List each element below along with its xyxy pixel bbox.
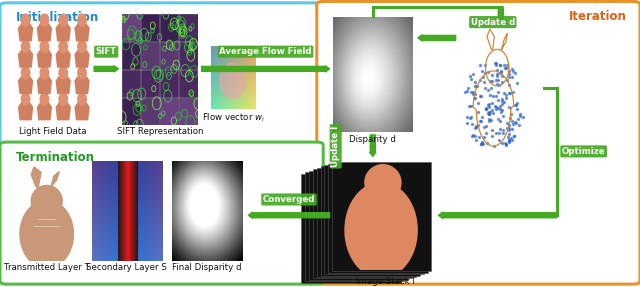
FancyBboxPatch shape	[0, 142, 323, 284]
FancyArrowPatch shape	[438, 212, 557, 218]
Text: Image Stack I: Image Stack I	[356, 277, 415, 286]
Bar	[317, 168, 416, 277]
FancyBboxPatch shape	[317, 1, 640, 284]
Text: Average Flow Field: Average Flow Field	[220, 47, 312, 56]
Bar	[305, 172, 404, 281]
Text: Update d: Update d	[470, 18, 515, 27]
FancyArrowPatch shape	[202, 66, 330, 72]
FancyArrowPatch shape	[418, 35, 456, 41]
Bar	[328, 164, 428, 273]
Bar	[321, 166, 420, 276]
FancyArrowPatch shape	[94, 66, 118, 72]
Text: Light Field Data: Light Field Data	[19, 127, 86, 136]
Text: Update I: Update I	[331, 126, 340, 167]
Text: Final Disparity d: Final Disparity d	[172, 263, 241, 272]
Bar	[324, 165, 424, 274]
Text: Converged: Converged	[263, 195, 315, 204]
Text: Secondary Layer S: Secondary Layer S	[86, 263, 167, 272]
Text: SIFT Representation: SIFT Representation	[116, 127, 204, 136]
Bar	[332, 162, 431, 271]
FancyArrowPatch shape	[498, 7, 504, 24]
Text: SIFT: SIFT	[95, 47, 117, 56]
Text: Flow vector $w_i$: Flow vector $w_i$	[202, 111, 265, 124]
Text: Iteration: Iteration	[570, 10, 627, 23]
FancyBboxPatch shape	[0, 3, 323, 145]
Bar	[309, 171, 408, 280]
FancyArrowPatch shape	[370, 135, 376, 156]
Bar	[313, 169, 412, 278]
FancyArrowPatch shape	[248, 212, 330, 218]
Bar	[301, 174, 401, 283]
Text: Transmitted Layer T: Transmitted Layer T	[4, 263, 90, 272]
Text: Initialization: Initialization	[16, 11, 99, 24]
Text: Disparity d: Disparity d	[349, 135, 396, 144]
Text: Optimize: Optimize	[562, 147, 605, 156]
Text: Termination: Termination	[16, 151, 95, 164]
